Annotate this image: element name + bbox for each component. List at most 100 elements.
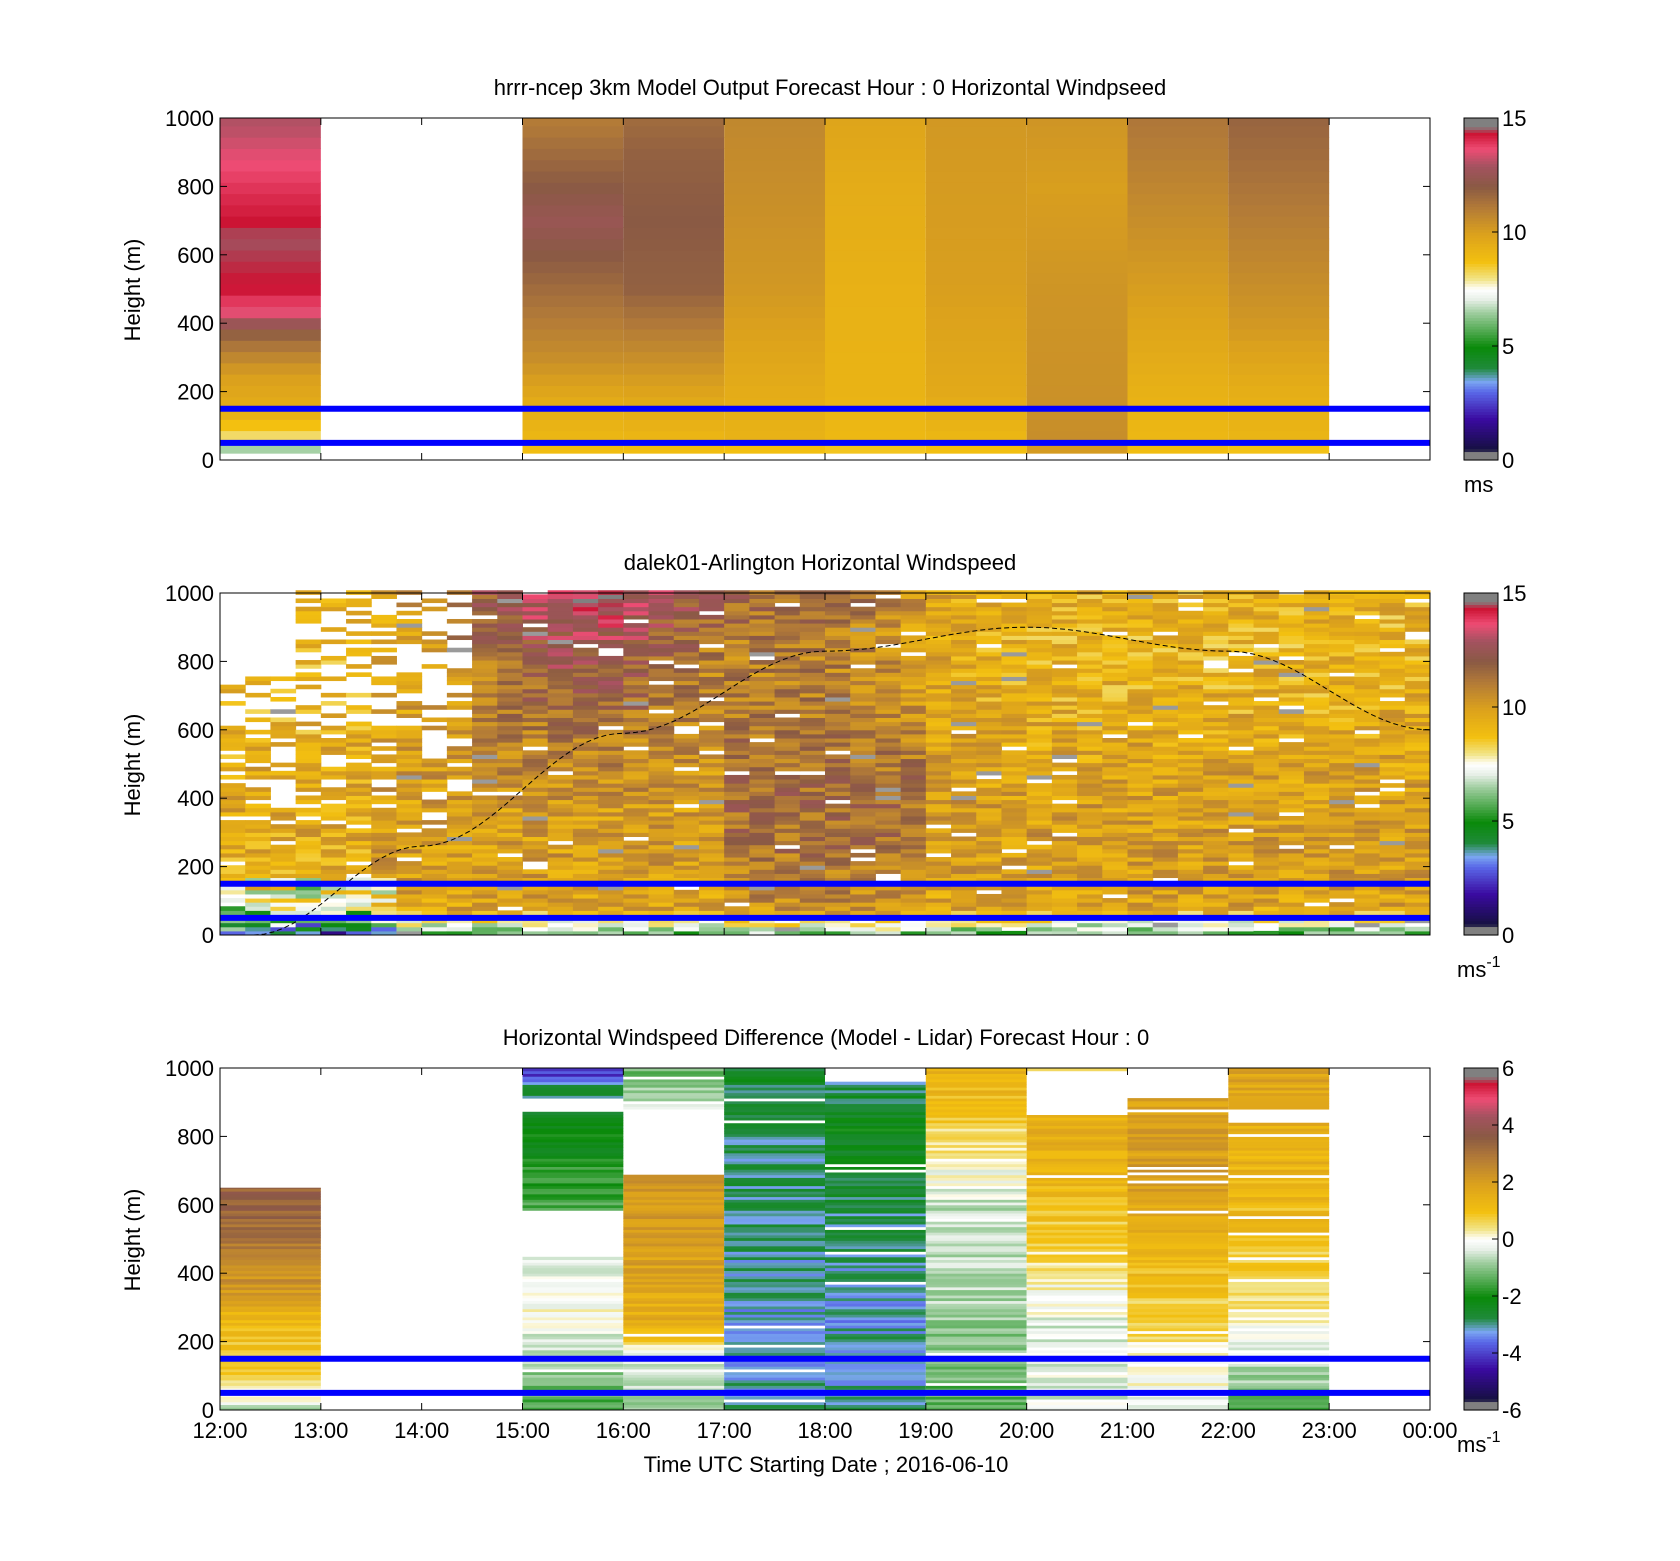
heatmap-cell xyxy=(1228,261,1330,274)
heatmap-cell xyxy=(1354,721,1381,727)
colorbar-unit-base: ms xyxy=(1457,957,1486,982)
heatmap-cell xyxy=(1152,861,1179,866)
heatmap-cell xyxy=(1001,807,1028,813)
heatmap-cell xyxy=(1303,750,1330,755)
heatmap-cell xyxy=(1051,631,1078,636)
heatmap-cell xyxy=(1177,762,1204,768)
heatmap-cell xyxy=(320,893,347,899)
colorbar-segment xyxy=(1464,243,1498,247)
heatmap-cell xyxy=(1001,692,1028,698)
heatmap-cell xyxy=(925,651,952,657)
colorbar-segment xyxy=(1464,346,1498,350)
heatmap-cell xyxy=(825,647,851,653)
colorbar-segment xyxy=(1464,360,1498,364)
heatmap-cell xyxy=(825,1229,926,1233)
heatmap-cell xyxy=(799,893,826,899)
heatmap-cell xyxy=(1203,631,1229,636)
heatmap-cell xyxy=(1228,684,1255,690)
heatmap-cell xyxy=(497,930,523,936)
heatmap-cell xyxy=(1203,922,1229,928)
heatmap-cell xyxy=(1404,877,1431,883)
heatmap-cell xyxy=(1329,738,1355,743)
heatmap-cell xyxy=(598,840,624,846)
heatmap-cell xyxy=(623,676,650,682)
heatmap-cell xyxy=(976,832,1002,838)
heatmap-cell xyxy=(371,725,397,731)
heatmap-cell xyxy=(572,832,599,838)
heatmap-cell xyxy=(446,803,473,809)
heatmap-cell xyxy=(925,1196,1027,1200)
heatmap-cell xyxy=(1253,857,1280,862)
heatmap-cell xyxy=(648,692,675,698)
heatmap-cell xyxy=(1051,840,1078,846)
heatmap-cell xyxy=(850,811,876,817)
heatmap-cell xyxy=(825,227,926,240)
heatmap-cell xyxy=(1253,828,1280,833)
heatmap-cell xyxy=(598,893,624,899)
heatmap-cell xyxy=(825,1213,926,1217)
heatmap-cell xyxy=(1051,889,1078,895)
heatmap-cell xyxy=(1001,779,1028,784)
heatmap-cell xyxy=(1102,926,1128,932)
heatmap-cell xyxy=(724,861,750,866)
heatmap-cell xyxy=(623,1087,725,1091)
heatmap-cell xyxy=(1354,898,1381,903)
heatmap-cell xyxy=(472,692,498,698)
heatmap-cell xyxy=(295,885,322,891)
heatmap-cell xyxy=(825,1098,926,1102)
heatmap-cell xyxy=(371,840,397,846)
heatmap-cell xyxy=(623,1322,725,1326)
heatmap-cell xyxy=(220,227,321,240)
heatmap-cell xyxy=(472,783,498,788)
heatmap-cell xyxy=(1102,688,1128,694)
heatmap-cell xyxy=(1026,848,1053,854)
heatmap-cell xyxy=(1329,922,1355,928)
heatmap-cell xyxy=(522,1333,624,1337)
heatmap-cell xyxy=(774,811,801,817)
heatmap-cell xyxy=(799,815,826,821)
heatmap-cell xyxy=(648,676,675,682)
heatmap-cell xyxy=(1102,848,1128,854)
heatmap-cell xyxy=(1127,171,1229,183)
heatmap-cell xyxy=(1026,1270,1128,1274)
heatmap-cell xyxy=(547,799,574,805)
heatmap-cell xyxy=(925,820,952,825)
heatmap-cell xyxy=(1203,902,1229,907)
heatmap-cell xyxy=(1152,729,1179,735)
heatmap-cell xyxy=(648,754,675,760)
heatmap-cell xyxy=(522,1330,624,1334)
heatmap-cell xyxy=(976,807,1002,813)
colorbar-segment xyxy=(1464,223,1498,227)
heatmap-cell xyxy=(522,1163,624,1167)
heatmap-cell xyxy=(1404,910,1431,915)
heatmap-cell xyxy=(522,148,624,161)
heatmap-cell xyxy=(220,1297,321,1302)
heatmap-cell xyxy=(1001,594,1028,599)
heatmap-cell xyxy=(320,828,347,833)
heatmap-cell xyxy=(623,1292,725,1296)
heatmap-cell xyxy=(346,840,372,846)
heatmap-cell xyxy=(850,713,876,718)
heatmap-cell xyxy=(825,1243,926,1247)
heatmap-cell xyxy=(774,893,801,899)
heatmap-cell xyxy=(1152,774,1179,780)
heatmap-cell xyxy=(1152,721,1179,727)
heatmap-cell xyxy=(825,1087,926,1091)
colorbar-segment xyxy=(1464,212,1498,216)
heatmap-cell xyxy=(673,852,700,858)
heatmap-cell xyxy=(1152,647,1179,653)
heatmap-cell xyxy=(1077,643,1103,649)
heatmap-cell xyxy=(1354,889,1381,895)
heatmap-cell xyxy=(1001,795,1028,801)
heatmap-cell xyxy=(724,419,825,432)
heatmap-cell xyxy=(1329,873,1355,879)
heatmap-cell xyxy=(1228,614,1255,620)
heatmap-cell xyxy=(522,688,549,694)
heatmap-cell xyxy=(1379,848,1406,854)
heatmap-cell xyxy=(1354,651,1381,657)
heatmap-cell xyxy=(1354,627,1381,632)
heatmap-cell xyxy=(572,774,599,780)
heatmap-cell xyxy=(925,1270,1027,1274)
heatmap-cell xyxy=(572,713,599,718)
heatmap-cell xyxy=(799,873,826,879)
